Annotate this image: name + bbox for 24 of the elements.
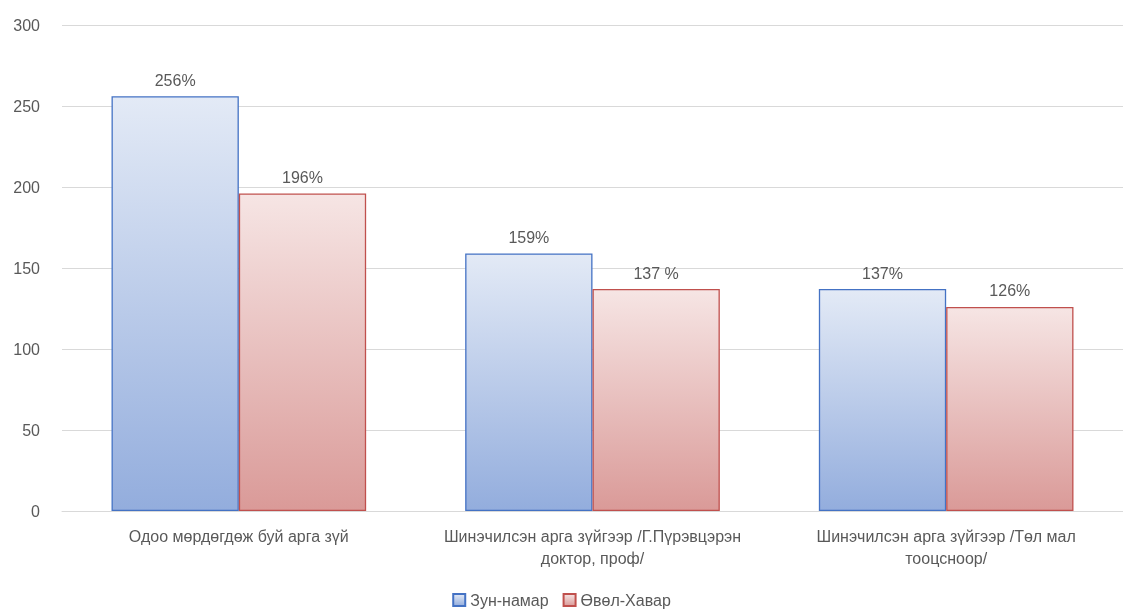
data-label: 137% <box>862 264 903 282</box>
y-tick-label: 0 <box>31 502 41 520</box>
data-label: 137 % <box>633 264 679 282</box>
data-label: 126% <box>989 282 1031 300</box>
y-tick-label: 100 <box>13 340 41 358</box>
bar <box>465 253 593 511</box>
bar <box>238 193 367 511</box>
data-label: 256% <box>154 71 196 89</box>
y-tick-label: 250 <box>13 97 41 115</box>
bar <box>818 289 947 511</box>
x-tick-label: Шинэчилсэн арга зүйгээр /Г.Пүрэвцэрэн доктор, проф/ <box>443 527 742 567</box>
x-tick-label: Одоо мөрдөгдөж буй арга зүй <box>128 527 349 545</box>
data-label: 159% <box>508 228 550 246</box>
y-tick-label: 150 <box>13 259 41 277</box>
y-tick-label: 50 <box>22 421 41 439</box>
legend-label: Өвөл-Хавар <box>580 591 671 609</box>
bar <box>946 306 1074 511</box>
bar <box>592 289 720 511</box>
y-tick-label: 300 <box>13 16 41 34</box>
y-tick-label: 200 <box>13 178 41 196</box>
bar <box>111 96 239 511</box>
x-tick-label: Шинэчилсэн арга зүйгээр /Төл мал тооцсноор/ <box>816 527 1076 567</box>
legend-label: Зун-намар <box>470 591 549 609</box>
data-label: 196% <box>282 168 323 186</box>
